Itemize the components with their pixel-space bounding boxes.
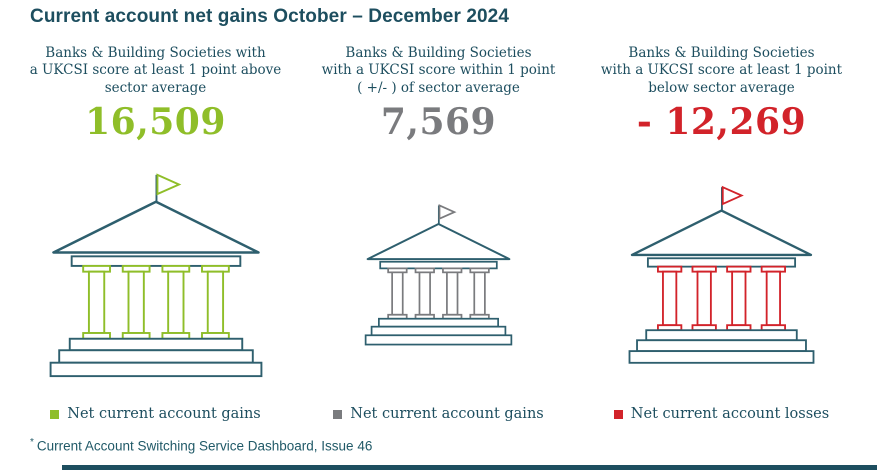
steps <box>364 317 513 346</box>
pillars <box>81 264 230 340</box>
header-line: sector average <box>104 79 207 96</box>
net-gains-value: 7,569 <box>380 101 497 143</box>
column-below-average: Banks & Building Societies with a UKCSI … <box>580 45 863 423</box>
footnote-marker: * <box>30 437 34 448</box>
legend-label: Net current account losses <box>630 406 830 422</box>
header-line: with a UKCSI score within 1 point <box>321 62 556 79</box>
roof <box>630 209 813 257</box>
columns-row: Banks & Building Societies with a UKCSI … <box>0 45 877 423</box>
header-line: Banks & Building Societies <box>345 45 532 61</box>
legend-label: Net current account gains <box>350 406 544 422</box>
header-line: Banks & Building Societies <box>628 45 815 61</box>
header-line: Banks & Building Societies with <box>45 45 266 61</box>
legend-swatch <box>50 409 60 419</box>
footnote-text: Current Account Switching Service Dashbo… <box>36 438 373 454</box>
column-header: Banks & Building Societies with a UKCSI … <box>30 45 282 98</box>
bank-building-flag-icon <box>49 172 262 377</box>
legend-label: Net current account gains <box>67 406 261 422</box>
entablature <box>379 260 498 270</box>
building-box <box>621 162 822 388</box>
column-header: Banks & Building Societies with a UKCSI … <box>601 45 842 98</box>
legend-swatch <box>613 409 623 419</box>
header-line: ( +/- ) of sector average <box>357 79 520 96</box>
net-gains-value: 16,509 <box>85 101 226 143</box>
header-line: with a UKCSI score at least 1 point <box>600 62 843 79</box>
flag-icon <box>438 204 457 221</box>
source-footnote: * Current Account Switching Service Dashb… <box>30 437 877 454</box>
page-title: Current account net gains October – Dece… <box>30 6 509 27</box>
legend-losses: Net current account losses <box>613 405 830 423</box>
pillars <box>387 267 490 320</box>
column-header: Banks & Building Societies with a UKCSI … <box>322 45 556 98</box>
legend-gains: Net current account gains <box>50 405 261 423</box>
bank-building-flag-icon <box>364 204 513 346</box>
steps <box>49 337 262 377</box>
legend-gains: Net current account gains <box>333 405 544 423</box>
header-line: a UKCSI score at least 1 point above <box>29 62 282 79</box>
building-box <box>41 162 271 388</box>
net-losses-value: - 12,269 <box>636 101 807 143</box>
flag-icon <box>155 172 181 196</box>
roof <box>366 222 511 261</box>
column-above-average: Banks & Building Societies with a UKCSI … <box>14 45 297 423</box>
entablature <box>70 254 241 267</box>
pillars <box>657 265 786 332</box>
header-line: below sector average <box>648 79 795 96</box>
legend-swatch <box>333 409 343 419</box>
column-within-average: Banks & Building Societies with a UKCSI … <box>297 45 580 423</box>
roof <box>51 199 260 254</box>
bank-building-flag-icon <box>628 185 815 364</box>
steps <box>628 329 815 364</box>
entablature <box>646 257 797 268</box>
flag-icon <box>721 185 744 206</box>
building-box <box>359 162 518 388</box>
footer-bar <box>62 465 877 470</box>
